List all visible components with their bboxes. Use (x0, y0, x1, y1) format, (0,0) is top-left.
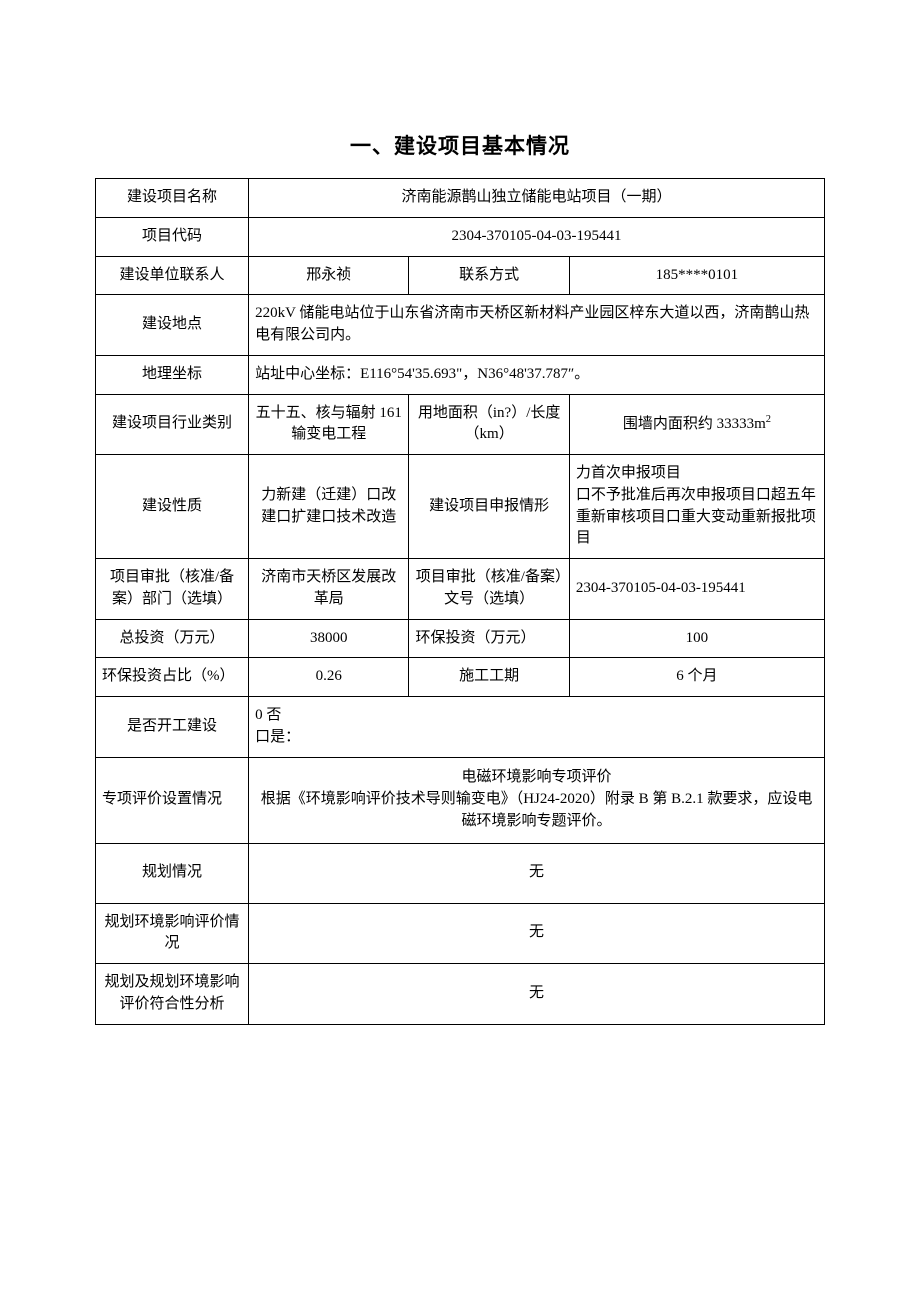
plan-env-label: 规划环境影响评价情况 (96, 903, 249, 964)
table-row: 总投资（万元） 38000 环保投资（万元） 100 (96, 619, 825, 658)
table-row: 项目代码 2304-370105-04-03-195441 (96, 217, 825, 256)
construction-period-label: 施工工期 (409, 658, 569, 697)
total-invest-value: 38000 (249, 619, 409, 658)
nature-label: 建设性质 (96, 455, 249, 559)
geo-coord-value: 站址中心坐标：E116°54'35.693"，N36°48'37.787″。 (249, 355, 825, 394)
approval-dept-label: 项目审批（核准/备案）部门（选填） (96, 559, 249, 620)
approval-doc-label: 项目审批（核准/备案）文号（选填） (409, 559, 569, 620)
geo-coord-label: 地理坐标 (96, 355, 249, 394)
table-row: 是否开工建设 0 否 口是： (96, 697, 825, 758)
construction-period-value: 6 个月 (569, 658, 824, 697)
contact-method-value: 185****0101 (569, 256, 824, 295)
declare-type-value: 力首次申报项目 口不予批准后再次申报项目口超五年重新审核项目口重大变动重新报批项… (569, 455, 824, 559)
plan-status-label: 规划情况 (96, 843, 249, 903)
env-ratio-value: 0.26 (249, 658, 409, 697)
special-eval-value: 电磁环境影响专项评价 根据《环境影响评价技术导则输变电》（HJ24-2020）附… (249, 757, 825, 843)
nature-value: 力新建（迁建）口改建口扩建口技术改造 (249, 455, 409, 559)
env-invest-label: 环保投资（万元） (409, 619, 569, 658)
table-row: 建设项目行业类别 五十五、核与辐射 161 输变电工程 用地面积（in?）/长度… (96, 394, 825, 455)
plan-status-value: 无 (249, 843, 825, 903)
page-title: 一、建设项目基本情况 (95, 130, 825, 160)
plan-consistency-value: 无 (249, 964, 825, 1025)
table-row: 建设项目名称 济南能源鹊山独立储能电站项目（一期） (96, 179, 825, 218)
proj-code-label: 项目代码 (96, 217, 249, 256)
project-info-table: 建设项目名称 济南能源鹊山独立储能电站项目（一期） 项目代码 2304-3701… (95, 178, 825, 1025)
table-row: 规划情况 无 (96, 843, 825, 903)
special-eval-label: 专项评价设置情况 (96, 757, 249, 843)
land-area-value: 围墙内面积约 33333m2 (569, 394, 824, 455)
location-value: 220kV 储能电站位于山东省济南市天桥区新材料产业园区梓东大道以西，济南鹊山热… (249, 295, 825, 356)
approval-dept-value: 济南市天桥区发展改革局 (249, 559, 409, 620)
proj-name-value: 济南能源鹊山独立储能电站项目（一期） (249, 179, 825, 218)
proj-name-label: 建设项目名称 (96, 179, 249, 218)
table-row: 环保投资占比（%） 0.26 施工工期 6 个月 (96, 658, 825, 697)
proj-code-value: 2304-370105-04-03-195441 (249, 217, 825, 256)
started-label: 是否开工建设 (96, 697, 249, 758)
table-row: 项目审批（核准/备案）部门（选填） 济南市天桥区发展改革局 项目审批（核准/备案… (96, 559, 825, 620)
declare-type-label: 建设项目申报情形 (409, 455, 569, 559)
contact-person-value: 邢永祯 (249, 256, 409, 295)
plan-env-value: 无 (249, 903, 825, 964)
table-row: 专项评价设置情况 电磁环境影响专项评价 根据《环境影响评价技术导则输变电》（HJ… (96, 757, 825, 843)
env-invest-value: 100 (569, 619, 824, 658)
table-row: 建设性质 力新建（迁建）口改建口扩建口技术改造 建设项目申报情形 力首次申报项目… (96, 455, 825, 559)
industry-value: 五十五、核与辐射 161 输变电工程 (249, 394, 409, 455)
contact-person-label: 建设单位联系人 (96, 256, 249, 295)
table-row: 建设地点 220kV 储能电站位于山东省济南市天桥区新材料产业园区梓东大道以西，… (96, 295, 825, 356)
table-row: 规划及规划环境影响评价符合性分析 无 (96, 964, 825, 1025)
env-ratio-label: 环保投资占比（%） (96, 658, 249, 697)
approval-doc-value: 2304-370105-04-03-195441 (569, 559, 824, 620)
industry-label: 建设项目行业类别 (96, 394, 249, 455)
started-value: 0 否 口是： (249, 697, 825, 758)
location-label: 建设地点 (96, 295, 249, 356)
total-invest-label: 总投资（万元） (96, 619, 249, 658)
table-row: 地理坐标 站址中心坐标：E116°54'35.693"，N36°48'37.78… (96, 355, 825, 394)
plan-consistency-label: 规划及规划环境影响评价符合性分析 (96, 964, 249, 1025)
contact-method-label: 联系方式 (409, 256, 569, 295)
land-area-label: 用地面积（in?）/长度（km） (409, 394, 569, 455)
table-row: 建设单位联系人 邢永祯 联系方式 185****0101 (96, 256, 825, 295)
table-row: 规划环境影响评价情况 无 (96, 903, 825, 964)
